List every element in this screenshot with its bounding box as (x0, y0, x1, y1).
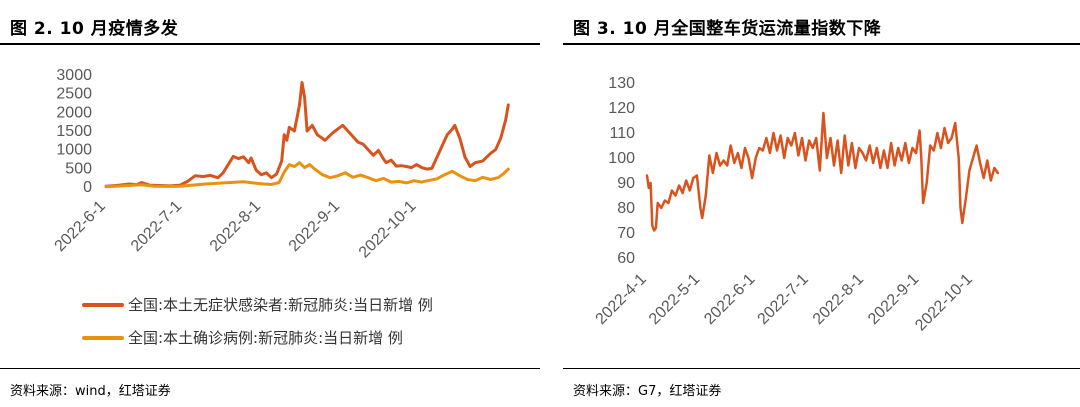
source-divider (563, 368, 1080, 369)
x-tick-label: 2022-6-1 (52, 198, 109, 255)
y-tick-label: 80 (617, 200, 635, 217)
series-line-2 (104, 161, 510, 189)
x-tick-label: 2022-4-1 (593, 271, 650, 328)
legend-label: 全国:本土确诊病例:新冠肺炎:当日新增 例 (128, 329, 403, 347)
x-tick-label: 2022-10-1 (356, 198, 420, 262)
legend-label: 全国:本土无症状感染者:新冠肺炎:当日新增 例 (128, 296, 433, 314)
y-tick-label: 2500 (56, 86, 92, 103)
y-tick-label: 120 (608, 100, 635, 117)
x-tick-label: 2022-8-1 (207, 198, 264, 255)
x-tick-label: 2022-7-1 (128, 198, 185, 255)
y-tick-label: 100 (608, 150, 635, 167)
title-divider (0, 43, 540, 45)
y-tick-label: 3000 (56, 67, 92, 84)
source-note: 资料来源：wind，红塔证券 (10, 384, 171, 399)
x-tick-label: 2022-10-1 (912, 271, 976, 335)
y-tick-label: 130 (608, 75, 635, 92)
y-tick-label: 110 (609, 125, 635, 142)
y-tick-label: 2000 (56, 104, 92, 121)
y-tick-label: 0 (83, 179, 92, 196)
x-tick-label: 2022-6-1 (701, 271, 758, 328)
x-tick-label: 2022-5-1 (646, 271, 703, 328)
y-tick-label: 90 (617, 175, 635, 192)
chart-title: 图 3. 10 月全国整车货运流量指数下降 (573, 19, 882, 39)
y-tick-label: 60 (617, 250, 635, 267)
source-note: 资料来源：G7，红塔证券 (573, 384, 722, 399)
freight-index-chart: 607080901001101201302022-4-12022-5-12022… (593, 75, 1000, 335)
series-line-1 (645, 111, 1000, 232)
x-tick-label: 2022-8-1 (810, 271, 867, 328)
y-tick-label: 1500 (56, 123, 92, 140)
left-panel: 图 2. 10 月疫情多发 0 500 1000 1500 2000 2500 3000 20… (0, 19, 540, 399)
y-tick-label: 1000 (56, 142, 92, 159)
source-divider (0, 368, 540, 369)
y-tick-label: 70 (617, 225, 635, 242)
x-tick-label: 2022-9-1 (286, 198, 343, 255)
series-line-1 (104, 81, 510, 188)
right-panel: 图 3. 10 月全国整车货运流量指数下降 60 70 80 90 100 110 120 1… (563, 0, 1080, 407)
chart-title: 图 2. 10 月疫情多发 (10, 19, 179, 39)
x-tick-label: 2022-7-1 (755, 271, 812, 328)
title-divider (563, 43, 1080, 45)
y-tick-label: 500 (65, 160, 92, 177)
